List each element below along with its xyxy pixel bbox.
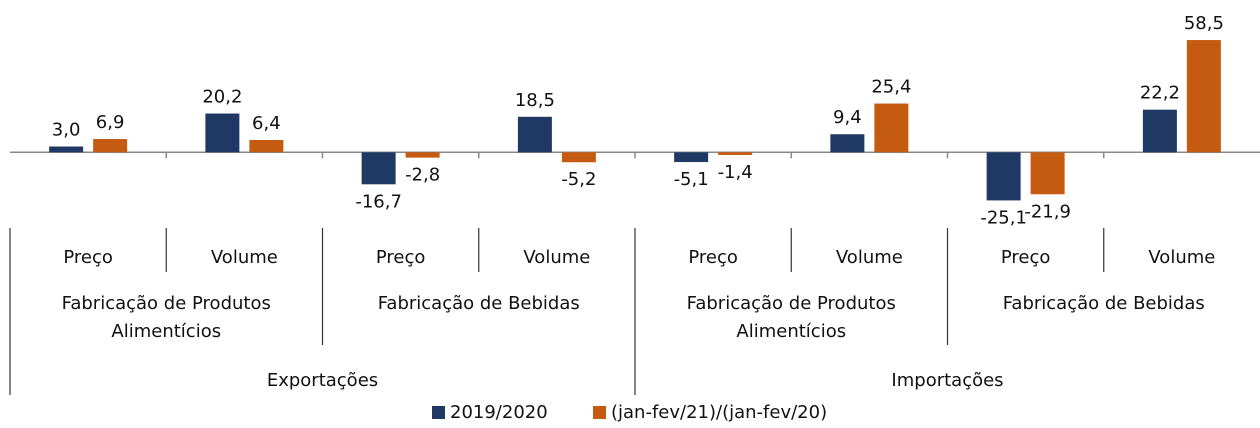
value-label: 22,2	[1140, 83, 1180, 104]
bar	[874, 103, 909, 153]
bar	[205, 113, 240, 153]
bar	[718, 152, 753, 155]
legend-label: (jan-fev/21)/(jan-fev/20)	[611, 402, 827, 423]
category-label: Preço	[1001, 247, 1051, 268]
bar	[1030, 152, 1065, 195]
bar	[249, 139, 284, 153]
value-label: 9,4	[833, 107, 862, 128]
category-label: Volume	[836, 247, 903, 268]
group-label: Exportações	[267, 370, 378, 391]
value-label: -16,7	[355, 191, 402, 212]
bar	[1142, 109, 1177, 153]
bar	[361, 152, 396, 185]
value-label: -2,8	[405, 165, 440, 186]
bar	[561, 152, 596, 163]
category-label: Preço	[376, 247, 426, 268]
bar	[49, 146, 84, 153]
category-label: Volume	[1148, 247, 1215, 268]
category-label: Preço	[688, 247, 738, 268]
category-label: Volume	[523, 247, 590, 268]
value-label: 58,5	[1184, 13, 1224, 34]
bar	[674, 152, 709, 163]
group-label: Importações	[891, 370, 1003, 391]
category-label: Volume	[211, 247, 278, 268]
bar	[1186, 40, 1221, 153]
bar	[830, 134, 865, 153]
value-label: 18,5	[515, 90, 555, 111]
legend-swatch	[593, 406, 606, 419]
value-label: -21,9	[1024, 201, 1071, 222]
bar	[93, 139, 128, 153]
legend-label: 2019/2020	[450, 402, 548, 423]
value-label: -5,1	[674, 169, 709, 190]
value-label: -25,1	[980, 207, 1027, 228]
value-label: 6,4	[252, 113, 281, 134]
category-label: Preço	[63, 247, 113, 268]
bar	[517, 116, 552, 153]
value-label: -5,2	[561, 169, 596, 190]
subgroup-label: Fabricação de Produtos Alimentícios	[61, 293, 271, 342]
subgroup-label: Fabricação de Bebidas	[1002, 293, 1205, 314]
legend-swatch	[432, 406, 445, 419]
value-label: 20,2	[202, 87, 242, 108]
value-label: 3,0	[52, 120, 81, 141]
bar	[986, 152, 1021, 201]
value-label: 6,9	[96, 112, 125, 133]
subgroup-label: Fabricação de Produtos Alimentícios	[686, 293, 896, 342]
value-label: -1,4	[718, 162, 753, 183]
subgroup-label: Fabricação de Bebidas	[377, 293, 580, 314]
bar	[405, 152, 440, 158]
value-label: 25,4	[871, 77, 911, 98]
